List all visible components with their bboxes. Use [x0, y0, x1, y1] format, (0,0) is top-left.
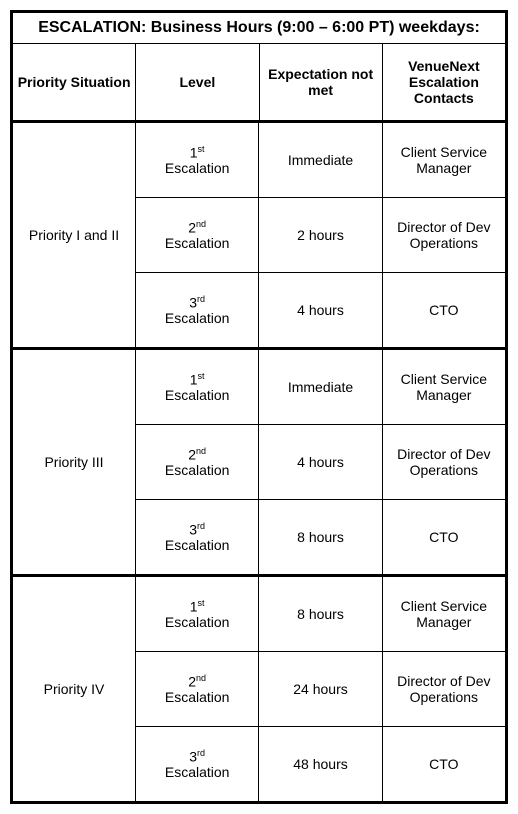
priority-group-rows: 1st Escalation ImmediateClient Service Man…	[136, 350, 505, 574]
col-header-priority: Priority Situation	[13, 44, 136, 120]
ordinal-number: 3	[189, 521, 197, 537]
level-cell: 1st Escalation	[136, 350, 259, 424]
ordinal-suffix: rd	[197, 748, 205, 758]
expectation-cell: 24 hours	[259, 652, 382, 726]
contact-cell: Director of Dev Operations	[383, 198, 505, 272]
priority-group: Priority I and II1stEscalationImmediateC…	[13, 123, 505, 350]
contact-cell: Client Service Manager	[383, 577, 505, 651]
level-cell: 1st Escalation	[136, 123, 259, 197]
col-header-level: Level	[136, 44, 259, 120]
contact-cell: CTO	[383, 727, 505, 801]
col-header-expectation: Expectation not met	[260, 44, 383, 120]
level-cell: 3rd Escalation	[136, 500, 259, 574]
expectation-cell: 4 hours	[259, 273, 382, 347]
expectation-cell: 48 hours	[259, 727, 382, 801]
level-cell: 2nd Escalation	[136, 652, 259, 726]
priority-situation-cell: Priority III	[13, 350, 136, 574]
escalation-row: 1st Escalation 8 hoursClient Service Manag…	[136, 577, 505, 652]
ordinal-suffix: st	[198, 371, 205, 381]
level-word: Escalation	[165, 160, 230, 176]
escalation-row: 1st Escalation ImmediateClient Service Man…	[136, 350, 505, 425]
level-cell: 3rd Escalation	[136, 727, 259, 801]
ordinal-number: 3	[189, 748, 197, 764]
expectation-cell: Immediate	[259, 350, 382, 424]
ordinal-number: 2	[188, 446, 196, 462]
level-word: Escalation	[165, 462, 230, 478]
expectation-cell: 2 hours	[259, 198, 382, 272]
expectation-cell: 4 hours	[259, 425, 382, 499]
ordinal-number: 1	[190, 371, 198, 387]
priority-group-rows: 1st Escalation ImmediateClient Service Man…	[136, 123, 505, 347]
escalation-row: 2nd Escalation 2 hoursDirector of Dev Oper…	[136, 198, 505, 273]
level-word: Escalation	[165, 764, 230, 780]
ordinal-number: 3	[189, 294, 197, 310]
level-word: Escalation	[165, 689, 230, 705]
ordinal-suffix: rd	[197, 521, 205, 531]
priority-situation-cell: Priority IV	[13, 577, 136, 801]
level-word: Escalation	[165, 310, 230, 326]
level-cell: 2nd Escalation	[136, 198, 259, 272]
ordinal-number: 1	[190, 144, 198, 160]
ordinal-number: 2	[188, 673, 196, 689]
ordinal-suffix: nd	[196, 673, 206, 683]
ordinal-number: 1	[190, 598, 198, 614]
escalation-row: 3rd Escalation 48 hoursCTO	[136, 727, 505, 801]
escalation-row: 3rd Escalation 4 hoursCTO	[136, 273, 505, 347]
level-word: Escalation	[165, 537, 230, 553]
priority-group: Priority IV 1st Escalation 8 hoursClient Se…	[13, 577, 505, 801]
expectation-cell: 8 hours	[259, 500, 382, 574]
table-title: ESCALATION: Business Hours (9:00 – 6:00 …	[13, 13, 505, 44]
ordinal-suffix: nd	[196, 219, 206, 229]
table-header-row: Priority Situation Level Expectation not…	[13, 44, 505, 123]
contact-cell: CTO	[383, 273, 505, 347]
table-body: Priority I and II1stEscalationImmediateC…	[13, 123, 505, 801]
contact-cell: Director of Dev Operations	[383, 652, 505, 726]
escalation-row: 2nd Escalation 24 hoursDirector of Dev Ope…	[136, 652, 505, 727]
ordinal-suffix: rd	[197, 294, 205, 304]
col-header-contacts: VenueNext Escalation Contacts	[383, 44, 505, 120]
expectation-cell: Immediate	[259, 123, 382, 197]
ordinal-suffix: nd	[196, 446, 206, 456]
level-cell: 3rd Escalation	[136, 273, 259, 347]
contact-cell: Client Service Manager	[383, 350, 505, 424]
ordinal-number: 2	[188, 219, 196, 235]
ordinal-suffix: st	[198, 144, 205, 154]
contact-cell: CTO	[383, 500, 505, 574]
level-cell: 1st Escalation	[136, 577, 259, 651]
escalation-row: 2nd Escalation 4 hoursDirector of Dev Oper…	[136, 425, 505, 500]
escalation-row: 3rd Escalation 8 hoursCTO	[136, 500, 505, 574]
contact-cell: Client Service Manager	[383, 123, 505, 197]
level-word: Escalation	[165, 387, 230, 403]
escalation-row: 1st Escalation ImmediateClient Service Man…	[136, 123, 505, 198]
expectation-cell: 8 hours	[259, 577, 382, 651]
ordinal-suffix: st	[198, 598, 205, 608]
priority-group-rows: 1st Escalation 8 hoursClient Service Manag…	[136, 577, 505, 801]
level-word: Escalation	[165, 235, 230, 251]
priority-situation-cell: Priority I and II	[13, 123, 136, 347]
priority-group: Priority III 1st Escalation ImmediateClient…	[13, 350, 505, 577]
escalation-table: ESCALATION: Business Hours (9:00 – 6:00 …	[10, 10, 508, 804]
level-cell: 2nd Escalation	[136, 425, 259, 499]
level-word: Escalation	[165, 614, 230, 630]
contact-cell: Director of Dev Operations	[383, 425, 505, 499]
